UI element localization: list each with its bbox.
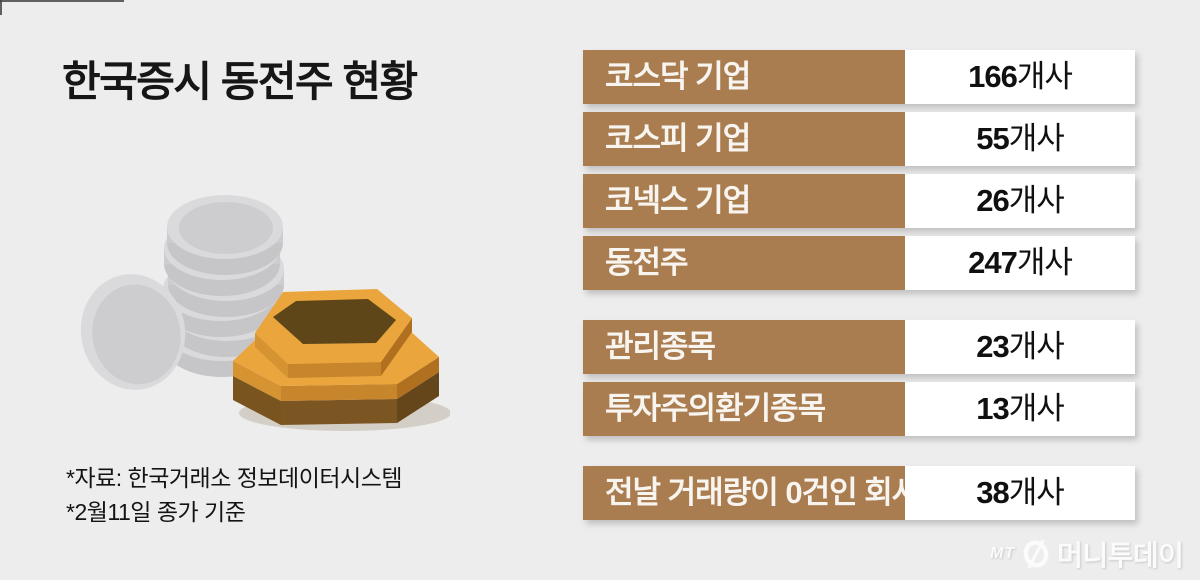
coin-stack-icon bbox=[163, 195, 285, 377]
coin-logo-icon bbox=[1023, 539, 1049, 569]
row-value-suffix: 개사 bbox=[1008, 121, 1065, 156]
row-value: 247개사 bbox=[905, 236, 1135, 290]
footnotes: *자료: 한국거래소 정보데이터시스템 *2월11일 종가 기준 bbox=[66, 461, 403, 529]
row-value-suffix: 개사 bbox=[1008, 183, 1065, 218]
row-value: 55개사 bbox=[905, 112, 1135, 166]
row-label: 코넥스 기업 bbox=[583, 174, 905, 228]
row-value-number: 38 bbox=[976, 475, 1009, 510]
page-title: 한국증시 동전주 현황 bbox=[62, 58, 418, 105]
leaning-coin-icon bbox=[80, 274, 186, 390]
row-value: 38개사 bbox=[905, 466, 1135, 520]
table-row: 코스닥 기업 166개사 bbox=[583, 50, 1135, 104]
row-value: 166개사 bbox=[905, 50, 1135, 104]
row-value: 23개사 bbox=[905, 320, 1135, 374]
hex-nut-icon bbox=[233, 289, 439, 425]
logo-name-text: 머니투데이 bbox=[1057, 540, 1184, 571]
row-value-suffix: 개사 bbox=[1016, 245, 1073, 280]
table-row: 코넥스 기업 26개사 bbox=[583, 174, 1135, 228]
row-value-suffix: 개사 bbox=[1008, 391, 1065, 426]
footnote-basis: *2월11일 종가 기준 bbox=[66, 499, 246, 525]
stat-table: 코스닥 기업 166개사 코스피 기업 55개사 코넥스 기업 26개사 동전주… bbox=[583, 50, 1135, 520]
row-value-suffix: 개사 bbox=[1008, 329, 1065, 364]
frame-artifact-left bbox=[0, 0, 2, 15]
table-row: 동전주 247개사 bbox=[583, 236, 1135, 290]
row-label: 관리종목 bbox=[583, 320, 905, 374]
row-value-number: 23 bbox=[976, 329, 1009, 364]
row-value-number: 55 bbox=[976, 121, 1009, 156]
row-label: 코스닥 기업 bbox=[583, 50, 905, 104]
table-row: 투자주의환기종목 13개사 bbox=[583, 382, 1135, 436]
row-value-number: 247 bbox=[968, 245, 1018, 280]
footnote-source: *자료: 한국거래소 정보데이터시스템 bbox=[66, 465, 403, 491]
row-value-number: 166 bbox=[968, 59, 1018, 94]
table-row: 관리종목 23개사 bbox=[583, 320, 1135, 374]
row-label: 코스피 기업 bbox=[583, 112, 905, 166]
row-value-suffix: 개사 bbox=[1016, 59, 1073, 94]
coins-illustration bbox=[80, 195, 450, 431]
row-value: 13개사 bbox=[905, 382, 1135, 436]
frame-artifact-top bbox=[0, 0, 124, 2]
table-row: 코스피 기업 55개사 bbox=[583, 112, 1135, 166]
row-label: 투자주의환기종목 bbox=[583, 382, 905, 436]
moneytoday-logo: MT 머니투데이 bbox=[990, 536, 1184, 572]
row-value: 26개사 bbox=[905, 174, 1135, 228]
row-value-number: 13 bbox=[976, 391, 1009, 426]
table-row: 전날 거래량이 0건인 회사 38개사 bbox=[583, 466, 1135, 520]
row-value-number: 26 bbox=[976, 183, 1009, 218]
row-value-suffix: 개사 bbox=[1008, 475, 1065, 510]
logo-mt-text: MT bbox=[990, 545, 1016, 562]
row-label: 동전주 bbox=[583, 236, 905, 290]
row-label: 전날 거래량이 0건인 회사 bbox=[583, 466, 905, 520]
